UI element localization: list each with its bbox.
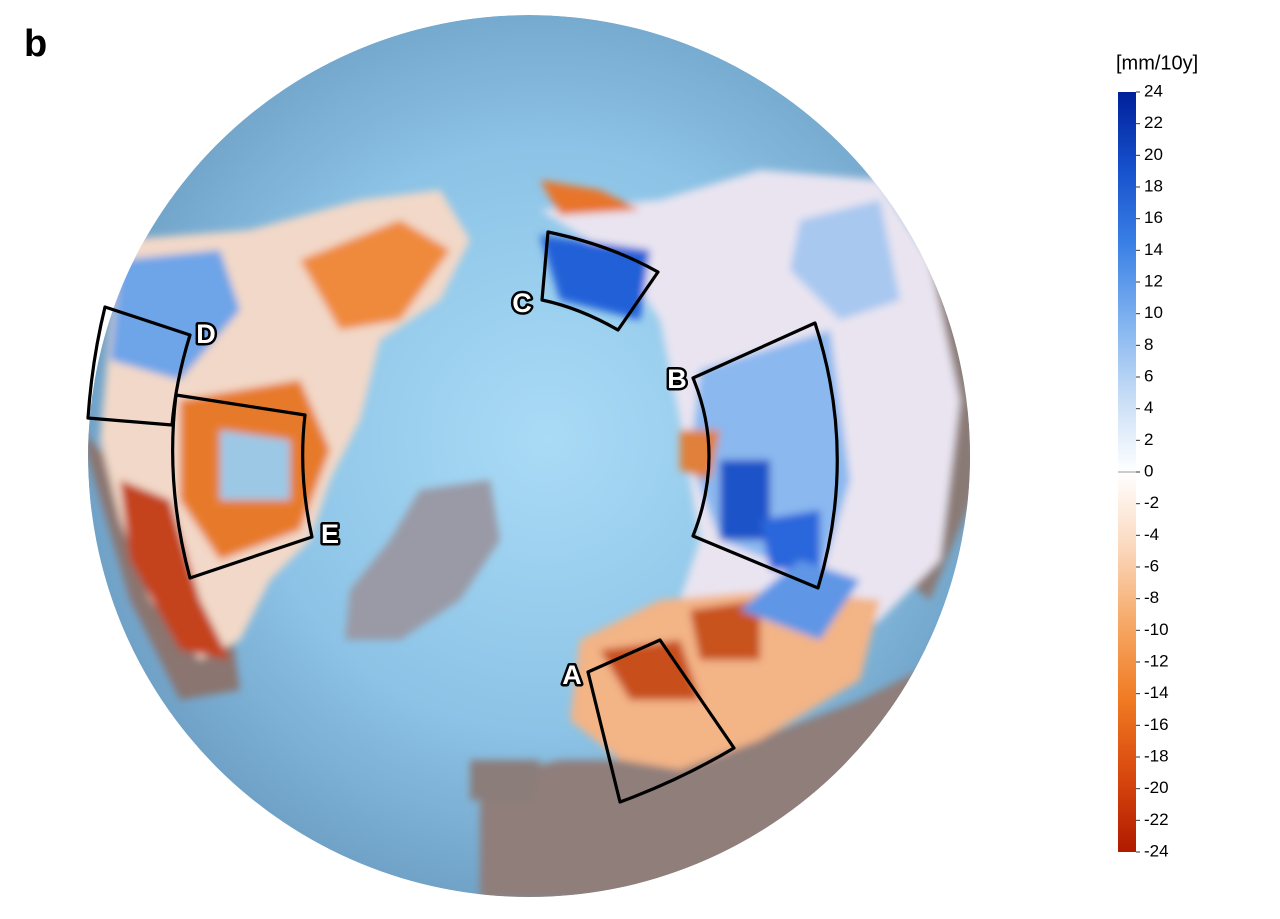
colorbar-tick-label: 14 [1144, 240, 1163, 259]
colorbar-tick-label: -14 [1144, 683, 1169, 702]
region-box [540, 230, 660, 332]
region-label: D [196, 319, 216, 349]
colorbar-tick-label: 0 [1144, 461, 1153, 480]
region-box [86, 305, 192, 427]
colorbar-tick-label: -10 [1144, 620, 1169, 639]
region-box [586, 638, 736, 804]
wetting-area [720, 460, 770, 540]
panel-label: b [24, 23, 47, 65]
colorbar-tick-label: 4 [1144, 398, 1153, 417]
drying-area [570, 590, 880, 770]
colorbar-tick-label: -8 [1144, 588, 1159, 607]
wetting-area [110, 250, 240, 380]
wetting-area [760, 510, 820, 570]
colorbar: 242220181614121086420-2-4-6-8-10-12-14-1… [1118, 81, 1169, 860]
colorbar-tick-label: 22 [1144, 113, 1163, 132]
land-gray [470, 760, 540, 800]
colorbar-tick-label: -24 [1144, 841, 1169, 860]
region-label: A [562, 660, 582, 690]
colorbar-tick-label: -4 [1144, 525, 1159, 544]
colorbar-tick-label: -2 [1144, 493, 1159, 512]
colorbar-tick-label: 16 [1144, 208, 1163, 227]
wetting-area [790, 200, 900, 320]
region-box [691, 321, 839, 590]
colorbar-tick-label: 10 [1144, 303, 1163, 322]
colorbar-tick-label: 12 [1144, 271, 1163, 290]
region-label: C [512, 288, 532, 318]
colorbar-tick-label: -18 [1144, 746, 1169, 765]
colorbar-tick-label: 24 [1144, 81, 1163, 100]
colorbar-tick-label: -22 [1144, 810, 1169, 829]
map [88, 15, 970, 897]
drying-area [540, 180, 640, 215]
region-label: E [321, 519, 339, 549]
colorbar-tick-label: -16 [1144, 715, 1169, 734]
colorbar-tick-label: 20 [1144, 145, 1163, 164]
colorbar-tick-label: 8 [1144, 335, 1153, 354]
colorbar-tick-label: 2 [1144, 430, 1153, 449]
colorbar-tick-label: 18 [1144, 176, 1163, 195]
colorbar-tick-label: -12 [1144, 651, 1169, 670]
drying-area [300, 220, 450, 330]
regions: A B C D E [86, 230, 839, 804]
region-label: B [667, 364, 687, 394]
lake-area [220, 430, 290, 500]
greenland [345, 480, 500, 640]
colorbar-tick-label: -20 [1144, 778, 1169, 797]
colorbar-tick-label: 6 [1144, 366, 1153, 385]
region-box [171, 393, 314, 580]
land [88, 170, 970, 897]
drying-area [690, 600, 760, 660]
wetting-area [740, 560, 860, 640]
colorbar-tick-label: -6 [1144, 556, 1159, 575]
drying-area [120, 480, 230, 660]
colorbar-title: [mm/10y] [1116, 52, 1198, 74]
